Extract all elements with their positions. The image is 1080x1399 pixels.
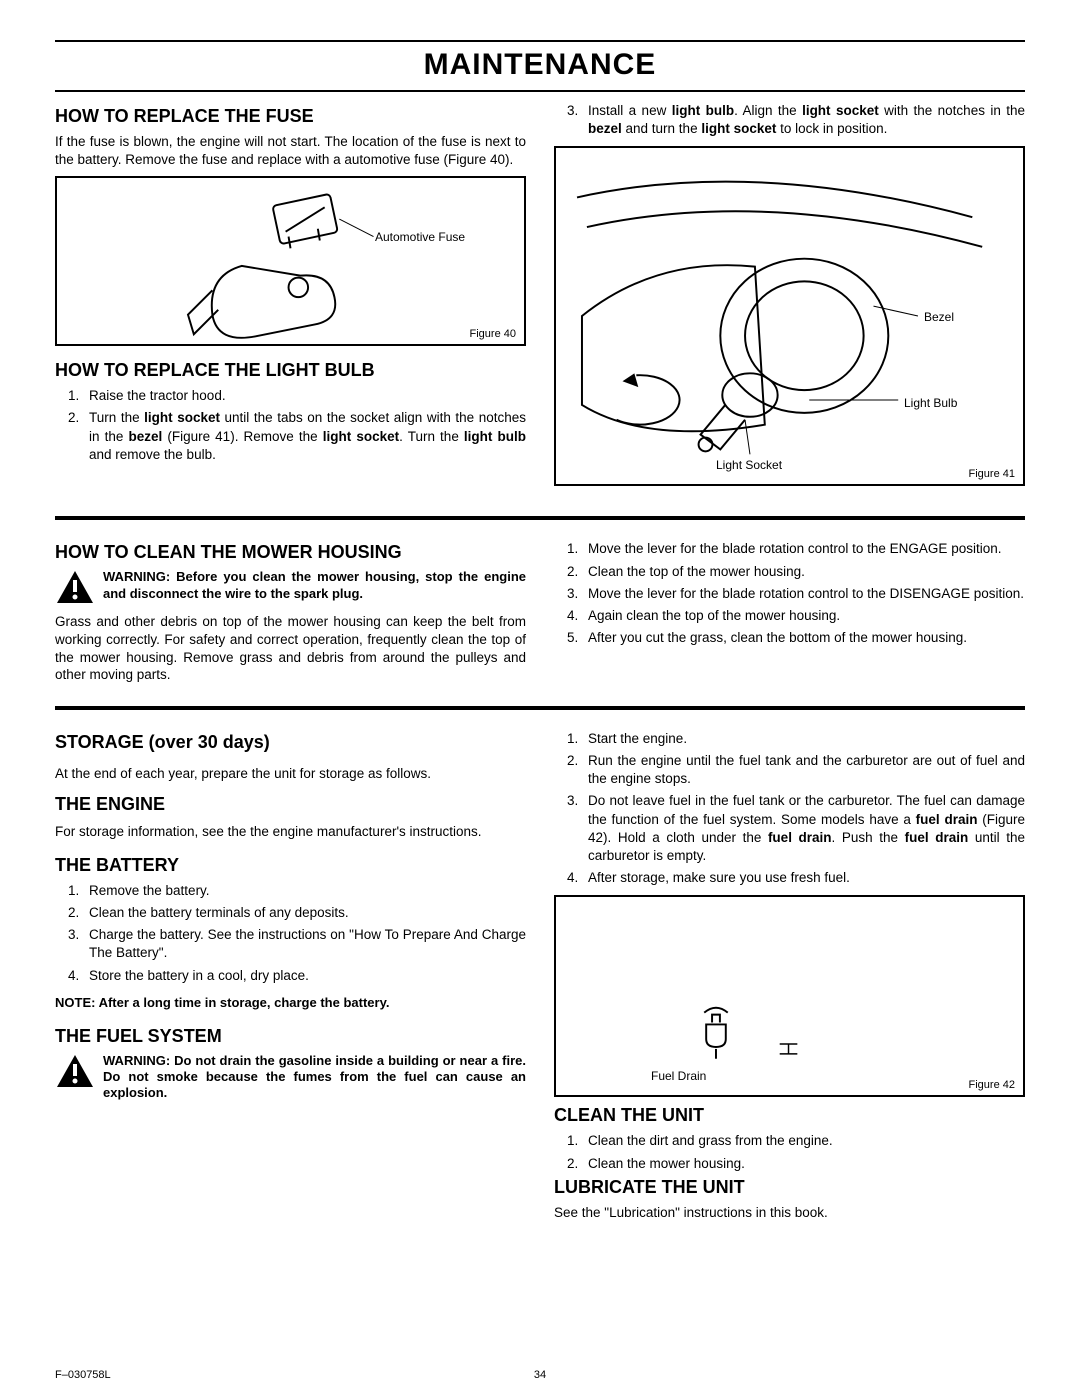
figure-42: Fuel Drain Figure 42 — [554, 895, 1025, 1097]
warning-fuel: WARNING: Do not drain the gasoline insid… — [55, 1053, 526, 1102]
section-storage: STORAGE (over 30 days) At the end of eac… — [55, 726, 1025, 1222]
engine-text: For storage information, see the the eng… — [55, 823, 526, 841]
fuel-steps: Start the engine. Run the engine until t… — [554, 730, 1025, 888]
warning-icon — [55, 1053, 95, 1089]
list-item: Clean the mower housing. — [582, 1155, 1025, 1173]
bulb-steps-left: Raise the tractor hood. Turn the light s… — [55, 387, 526, 464]
figure-41: Bezel Light Bulb Light Socket Figure 41 — [554, 146, 1025, 486]
figure-40: Automotive Fuse Figure 40 — [55, 176, 526, 346]
figure-41-caption: Figure 41 — [969, 468, 1015, 480]
fuse-text: If the fuse is blown, the engine will no… — [55, 133, 526, 168]
heading-engine: THE ENGINE — [55, 794, 526, 815]
warning-icon — [55, 569, 95, 605]
battery-steps: Remove the battery. Clean the battery te… — [55, 882, 526, 985]
footer-doc-id: F–030758L — [55, 1369, 111, 1381]
list-item: Install a new light bulb. Align the ligh… — [582, 102, 1025, 138]
lubricate-text: See the "Lubrication" instructions in th… — [554, 1204, 1025, 1222]
figure-42-svg — [556, 897, 1023, 1095]
figure-40-svg — [57, 178, 524, 344]
list-item: Again clean the top of the mower housing… — [582, 607, 1025, 625]
divider — [55, 516, 1025, 520]
heading-storage: STORAGE (over 30 days) — [55, 732, 526, 753]
heading-clean-unit: CLEAN THE UNIT — [554, 1105, 1025, 1126]
heading-lubricate: LUBRICATE THE UNIT — [554, 1177, 1025, 1198]
figure-41-label-bulb: Light Bulb — [904, 396, 957, 410]
heading-fuel: THE FUEL SYSTEM — [55, 1026, 526, 1047]
list-item: Turn the light socket until the tabs on … — [83, 409, 526, 464]
list-item: Clean the battery terminals of any depos… — [83, 904, 526, 922]
footer-page-number: 34 — [534, 1369, 546, 1381]
battery-note: NOTE: After a long time in storage, char… — [55, 995, 526, 1010]
warning-text: WARNING: Do not drain the gasoline insid… — [103, 1053, 526, 1102]
list-item: After you cut the grass, clean the botto… — [582, 629, 1025, 647]
bulb-steps-right: Install a new light bulb. Align the ligh… — [554, 102, 1025, 138]
list-item: Clean the top of the mower housing. — [582, 563, 1025, 581]
clean-housing-text: Grass and other debris on top of the mow… — [55, 613, 526, 683]
figure-42-caption: Figure 42 — [969, 1079, 1015, 1091]
clean-unit-steps: Clean the dirt and grass from the engine… — [554, 1132, 1025, 1172]
clean-housing-steps: Move the lever for the blade rotation co… — [554, 540, 1025, 647]
figure-40-caption: Figure 40 — [470, 328, 516, 340]
warning-text: WARNING: Before you clean the mower hous… — [103, 569, 526, 605]
section-fuse-bulb: HOW TO REPLACE THE FUSE If the fuse is b… — [55, 100, 1025, 494]
page-footer: F–030758L 34 — [55, 1369, 1025, 1381]
section-clean-housing: HOW TO CLEAN THE MOWER HOUSING WARNING: … — [55, 536, 1025, 683]
heading-battery: THE BATTERY — [55, 855, 526, 876]
heading-fuse: HOW TO REPLACE THE FUSE — [55, 106, 526, 127]
list-item: Move the lever for the blade rotation co… — [582, 540, 1025, 558]
list-item: Charge the battery. See the instructions… — [83, 926, 526, 962]
list-item: Start the engine. — [582, 730, 1025, 748]
list-item: Raise the tractor hood. — [83, 387, 526, 405]
figure-42-label: Fuel Drain — [651, 1069, 706, 1083]
figure-41-label-bezel: Bezel — [924, 310, 954, 324]
heading-bulb: HOW TO REPLACE THE LIGHT BULB — [55, 360, 526, 381]
figure-41-label-socket: Light Socket — [716, 458, 782, 472]
list-item: Store the battery in a cool, dry place. — [83, 967, 526, 985]
list-item: Move the lever for the blade rotation co… — [582, 585, 1025, 603]
list-item: Run the engine until the fuel tank and t… — [582, 752, 1025, 788]
figure-40-label: Automotive Fuse — [375, 230, 465, 244]
list-item: Clean the dirt and grass from the engine… — [582, 1132, 1025, 1150]
warning-clean-housing: WARNING: Before you clean the mower hous… — [55, 569, 526, 605]
heading-clean-housing: HOW TO CLEAN THE MOWER HOUSING — [55, 542, 526, 563]
storage-text: At the end of each year, prepare the uni… — [55, 765, 526, 783]
list-item: Remove the battery. — [83, 882, 526, 900]
list-item: After storage, make sure you use fresh f… — [582, 869, 1025, 887]
page-title: MAINTENANCE — [55, 40, 1025, 92]
divider — [55, 706, 1025, 710]
list-item: Do not leave fuel in the fuel tank or th… — [582, 792, 1025, 865]
